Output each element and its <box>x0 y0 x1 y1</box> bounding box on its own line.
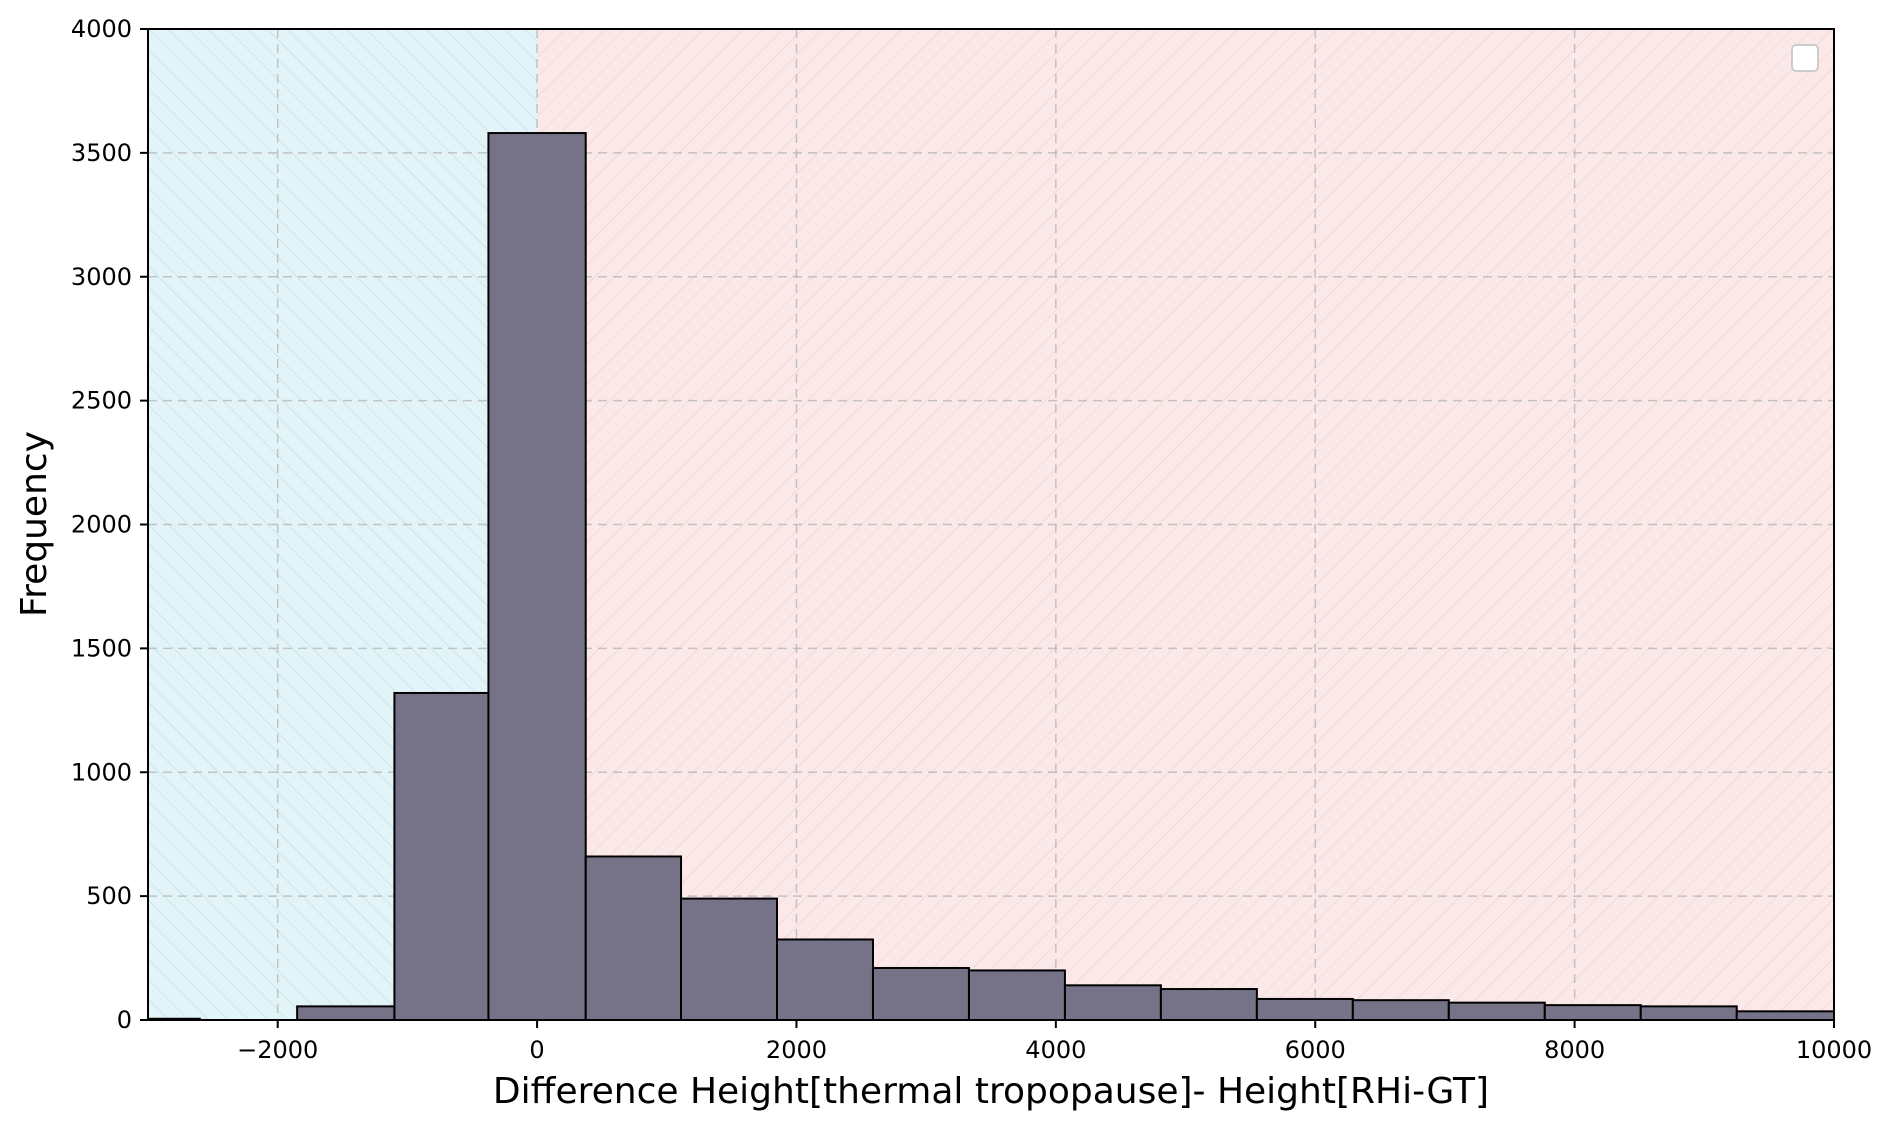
histogram-bar <box>1735 1010 1834 1020</box>
background-regions <box>148 29 1834 1020</box>
y-axis-label: Frequency <box>14 431 55 617</box>
histogram-bar <box>1063 984 1162 1020</box>
histogram-bar <box>393 691 490 1020</box>
histogram-bar <box>1447 1001 1546 1020</box>
y-tick-label: 500 <box>86 882 132 910</box>
histogram-bar <box>871 966 970 1020</box>
histogram-bar <box>1543 1004 1642 1020</box>
histogram-bar <box>584 855 683 1020</box>
y-tick-label: 3000 <box>71 263 132 291</box>
y-tick-label: 0 <box>117 1006 132 1034</box>
x-tick-label: 0 <box>529 1036 544 1064</box>
y-tick-label: 1500 <box>71 634 132 662</box>
legend-box <box>1791 44 1819 72</box>
histogram-bar <box>1351 999 1450 1020</box>
histogram-bar <box>967 969 1066 1020</box>
x-tick-label: 8000 <box>1544 1036 1605 1064</box>
histogram-bar <box>1639 1005 1738 1020</box>
y-tick-label: 2000 <box>71 511 132 539</box>
histogram-bar <box>487 132 587 1020</box>
y-tick-label: 3500 <box>71 139 132 167</box>
x-tick-label: 10000 <box>1796 1036 1872 1064</box>
y-tick-label: 4000 <box>71 15 132 43</box>
histogram-bar <box>296 1005 396 1020</box>
histogram-bars <box>148 132 1834 1020</box>
x-axis-ticks: −2000 0 2000 4000 6000 8000 10000 <box>237 1020 1872 1064</box>
histogram-bar <box>680 897 779 1020</box>
y-tick-label: 2500 <box>71 387 132 415</box>
x-tick-label: 4000 <box>1025 1036 1086 1064</box>
x-tick-label: −2000 <box>237 1036 318 1064</box>
histogram-bar <box>776 938 874 1020</box>
histogram-bar <box>1255 997 1354 1020</box>
x-tick-label: 6000 <box>1285 1036 1346 1064</box>
y-tick-label: 1000 <box>71 758 132 786</box>
x-tick-label: 2000 <box>766 1036 827 1064</box>
y-axis-ticks: 0 500 1000 1500 2000 2500 3000 3500 4000 <box>71 15 148 1034</box>
x-axis-label: Difference Height[thermal tropopause]- H… <box>493 1071 1489 1112</box>
histogram-bar <box>1159 988 1258 1020</box>
